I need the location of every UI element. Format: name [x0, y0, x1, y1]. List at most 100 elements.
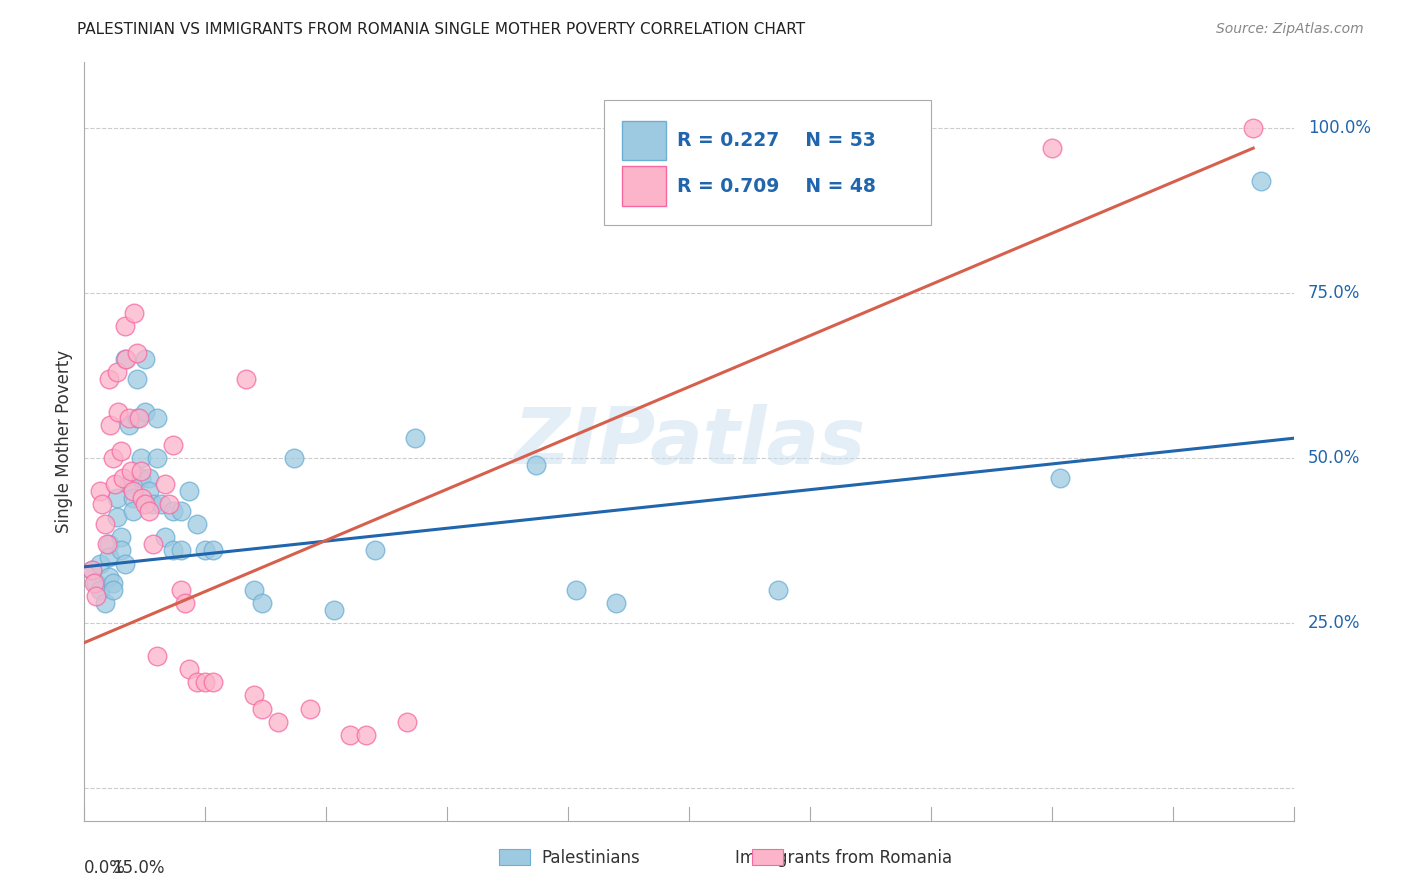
- Point: [404, 431, 426, 445]
- Point: [162, 543, 184, 558]
- Point: [194, 675, 217, 690]
- Point: [97, 537, 120, 551]
- Point: [299, 701, 322, 715]
- Point: [121, 483, 143, 498]
- Point: [356, 728, 378, 742]
- Text: Immigrants from Romania: Immigrants from Romania: [735, 849, 952, 867]
- Point: [104, 477, 127, 491]
- Point: [267, 714, 290, 729]
- Point: [101, 582, 124, 597]
- Point: [110, 530, 132, 544]
- Point: [91, 497, 114, 511]
- Point: [157, 497, 180, 511]
- Point: [194, 543, 217, 558]
- Text: R = 0.709    N = 48: R = 0.709 N = 48: [676, 177, 876, 195]
- Text: 15.0%: 15.0%: [112, 858, 165, 877]
- Point: [118, 418, 141, 433]
- Point: [149, 497, 172, 511]
- Point: [170, 543, 193, 558]
- Point: [120, 464, 142, 478]
- Point: [202, 675, 225, 690]
- Point: [128, 411, 150, 425]
- Text: ZIPatlas: ZIPatlas: [513, 403, 865, 480]
- Point: [118, 477, 141, 491]
- Point: [1040, 141, 1063, 155]
- Point: [101, 576, 124, 591]
- Point: [82, 563, 104, 577]
- Point: [242, 582, 264, 597]
- Point: [112, 471, 135, 485]
- Point: [125, 372, 148, 386]
- Point: [323, 602, 346, 616]
- Y-axis label: Single Mother Poverty: Single Mother Poverty: [55, 350, 73, 533]
- Point: [179, 483, 201, 498]
- Point: [86, 590, 108, 604]
- Point: [129, 464, 152, 478]
- Point: [153, 530, 176, 544]
- Point: [142, 537, 165, 551]
- Point: [83, 576, 105, 591]
- FancyBboxPatch shape: [623, 166, 666, 206]
- Point: [1241, 121, 1264, 136]
- Point: [121, 491, 143, 505]
- Point: [129, 471, 152, 485]
- Point: [89, 557, 111, 571]
- Point: [114, 557, 136, 571]
- Point: [162, 504, 184, 518]
- Point: [363, 543, 385, 558]
- Point: [96, 537, 118, 551]
- Point: [138, 483, 160, 498]
- Point: [115, 352, 138, 367]
- Point: [395, 714, 418, 729]
- Point: [110, 444, 132, 458]
- Text: 0.0%: 0.0%: [84, 858, 127, 877]
- Text: 100.0%: 100.0%: [1308, 120, 1371, 137]
- Point: [118, 411, 141, 425]
- Point: [186, 675, 208, 690]
- Point: [170, 582, 193, 597]
- Point: [93, 516, 115, 531]
- Point: [766, 582, 789, 597]
- Point: [339, 728, 361, 742]
- Point: [129, 450, 152, 465]
- Text: Palestinians: Palestinians: [541, 849, 640, 867]
- Point: [138, 471, 160, 485]
- Point: [93, 596, 115, 610]
- Point: [142, 497, 165, 511]
- Point: [125, 345, 148, 359]
- Point: [114, 319, 136, 334]
- Text: 50.0%: 50.0%: [1308, 449, 1361, 467]
- Point: [121, 504, 143, 518]
- Point: [153, 477, 176, 491]
- FancyBboxPatch shape: [623, 120, 666, 161]
- Point: [186, 516, 208, 531]
- Point: [134, 497, 156, 511]
- Point: [283, 450, 305, 465]
- Point: [605, 596, 627, 610]
- Point: [170, 504, 193, 518]
- Point: [124, 306, 146, 320]
- Point: [97, 549, 120, 564]
- Point: [174, 596, 197, 610]
- Point: [86, 576, 108, 591]
- Point: [89, 582, 111, 597]
- Point: [146, 411, 169, 425]
- Point: [97, 570, 120, 584]
- Point: [524, 458, 547, 472]
- Point: [138, 504, 160, 518]
- Point: [105, 491, 128, 505]
- Point: [107, 405, 129, 419]
- Point: [97, 372, 120, 386]
- Point: [250, 596, 273, 610]
- Point: [110, 543, 132, 558]
- FancyBboxPatch shape: [605, 101, 931, 226]
- Text: 25.0%: 25.0%: [1308, 614, 1361, 632]
- Point: [250, 701, 273, 715]
- Point: [89, 483, 111, 498]
- Point: [235, 372, 257, 386]
- Point: [82, 563, 104, 577]
- Point: [146, 648, 169, 663]
- Text: Source: ZipAtlas.com: Source: ZipAtlas.com: [1216, 22, 1364, 37]
- Point: [146, 450, 169, 465]
- Point: [565, 582, 588, 597]
